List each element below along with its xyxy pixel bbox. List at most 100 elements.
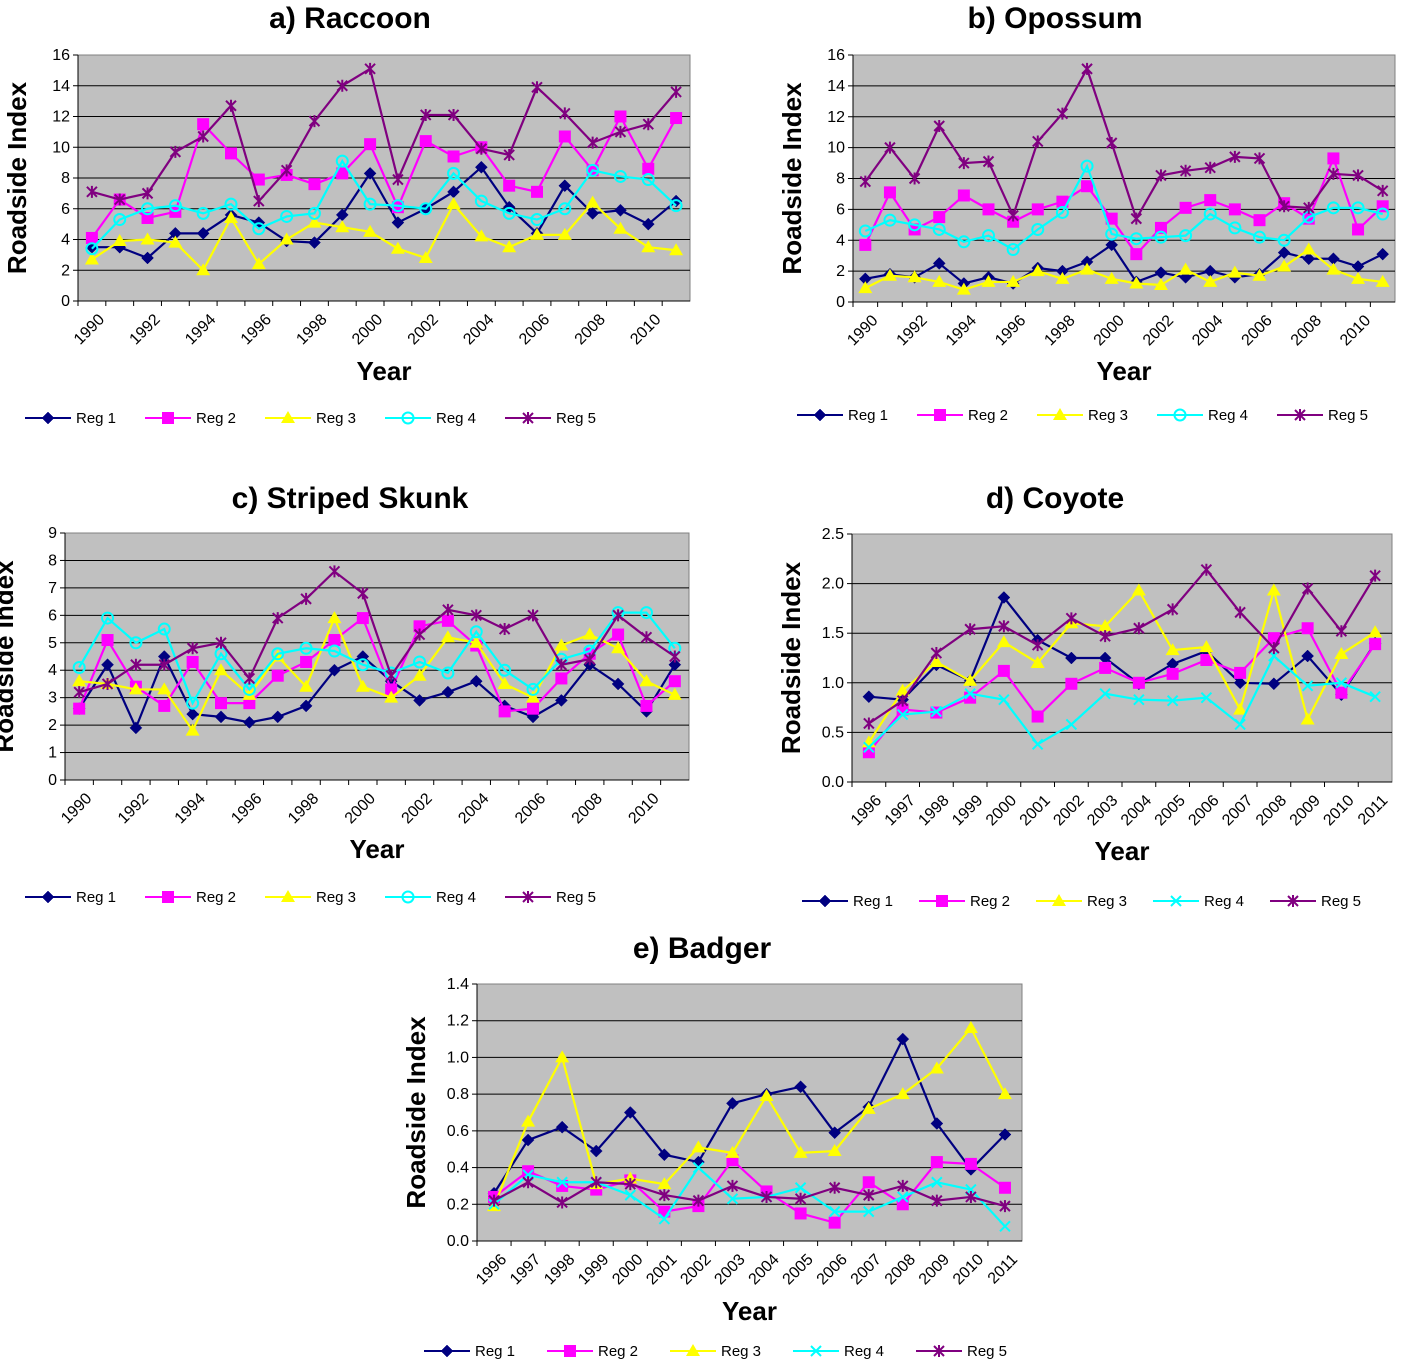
data-point xyxy=(197,118,210,131)
data-point xyxy=(641,217,655,231)
data-point xyxy=(497,676,512,689)
data-point xyxy=(640,699,653,712)
data-point xyxy=(1351,201,1365,215)
x-tick-label: 2000 xyxy=(1091,312,1128,349)
data-point xyxy=(158,658,170,671)
x-axis-label: Year xyxy=(722,1296,777,1326)
x-tick-label: 2004 xyxy=(455,790,492,827)
series-line xyxy=(91,67,677,204)
data-point xyxy=(530,213,544,227)
data-point xyxy=(1065,612,1078,625)
y-tick-label: 14 xyxy=(827,78,845,95)
series-line xyxy=(867,586,1376,743)
x-tick-label: 1999 xyxy=(575,1251,612,1288)
series-line xyxy=(493,1165,1006,1228)
legend-label: Reg 3 xyxy=(721,1343,761,1360)
data-point xyxy=(998,1181,1011,1194)
legend-label: Reg 5 xyxy=(556,889,596,906)
legend-label: Reg 5 xyxy=(967,1343,1007,1360)
data-point xyxy=(556,1196,568,1209)
data-point xyxy=(224,210,238,223)
data-point xyxy=(1130,248,1143,261)
data-point xyxy=(300,655,313,668)
data-point xyxy=(930,1117,944,1130)
data-point xyxy=(214,710,228,724)
x-tick-label: 2009 xyxy=(1287,792,1324,829)
data-point xyxy=(1006,243,1020,257)
y-tick-label: 2 xyxy=(61,262,70,279)
x-tick-label: 2000 xyxy=(609,1251,646,1288)
data-point xyxy=(896,694,909,707)
data-point xyxy=(862,1176,875,1189)
line-chart: 0 2 4 6 8 10 12 14 16 1990 1992 1994 1996 1998 2000 200… xyxy=(777,47,1396,424)
legend-marker xyxy=(1287,895,1299,907)
data-point xyxy=(1278,200,1290,213)
data-point xyxy=(692,1194,705,1207)
legend-marker xyxy=(522,891,534,903)
data-point xyxy=(141,187,154,200)
series-line xyxy=(78,611,676,706)
chart-panel-striped-skunk: c) Striped Skunk 0 1 2 3 4 5 6 7 8 9 1990 1992 1994 1… xyxy=(0,480,700,920)
data-point xyxy=(908,172,921,185)
data-point xyxy=(469,635,484,648)
data-point xyxy=(794,1182,807,1194)
data-point xyxy=(907,270,922,283)
data-point xyxy=(498,663,512,677)
legend-label: Reg 1 xyxy=(76,889,116,906)
data-point xyxy=(863,741,875,753)
x-tick-label: 2002 xyxy=(1050,792,1087,829)
x-tick-label: 2004 xyxy=(1189,312,1226,349)
data-point xyxy=(726,1096,739,1110)
data-point xyxy=(1081,62,1093,75)
data-point xyxy=(981,274,996,287)
data-point xyxy=(932,257,946,270)
series-line xyxy=(91,114,678,239)
y-tick-label: 8 xyxy=(61,170,70,187)
data-point xyxy=(253,195,265,208)
data-point xyxy=(526,682,540,696)
x-tick-label: 1998 xyxy=(1041,312,1078,349)
legend-marker xyxy=(686,1344,700,1356)
data-point xyxy=(328,565,341,578)
data-point xyxy=(998,693,1010,706)
data-point xyxy=(658,1213,671,1225)
series-reg-5 xyxy=(859,62,1389,225)
data-point xyxy=(335,220,350,233)
y-tick-label: 10 xyxy=(827,140,845,157)
data-point xyxy=(390,241,405,254)
data-point xyxy=(932,222,946,236)
data-point xyxy=(1369,690,1381,703)
data-point xyxy=(168,199,182,213)
x-tick-label: 1992 xyxy=(127,311,164,348)
y-tick-label: 0.0 xyxy=(822,774,844,791)
data-point xyxy=(442,603,454,616)
data-point xyxy=(895,683,910,696)
series-line xyxy=(91,165,677,260)
x-tick-label: 2003 xyxy=(711,1251,748,1288)
data-point xyxy=(1154,221,1167,234)
data-point xyxy=(72,674,87,687)
data-point xyxy=(73,702,86,715)
y-tick-label: 0.5 xyxy=(822,724,844,741)
data-point xyxy=(554,638,569,651)
data-point xyxy=(862,690,876,704)
data-point xyxy=(1153,278,1168,291)
legend: Reg 1 Reg 2 Reg 3 Reg 4 Reg 5 xyxy=(802,893,1361,910)
chart-panel-opossum: b) Opossum 0 2 4 6 8 10 12 14 16 1990 1992 1994 1996… xyxy=(705,0,1405,440)
y-tick-label: 1.2 xyxy=(447,1013,469,1030)
legend-marker xyxy=(162,412,174,424)
legend-marker xyxy=(162,891,174,903)
data-point xyxy=(884,141,896,154)
data-point xyxy=(157,622,171,636)
y-tick-label: 7 xyxy=(48,580,57,597)
y-tick-label: 0 xyxy=(61,293,70,310)
data-point xyxy=(613,169,627,183)
data-point xyxy=(998,620,1010,633)
data-point xyxy=(1204,194,1217,207)
line-chart: 0.00.51.01.52.02.51996199719981999200020… xyxy=(776,526,1393,910)
data-point xyxy=(364,138,377,151)
data-point xyxy=(1129,232,1143,246)
data-point xyxy=(1375,274,1390,287)
series-reg-3 xyxy=(84,195,684,276)
data-point xyxy=(530,227,544,240)
